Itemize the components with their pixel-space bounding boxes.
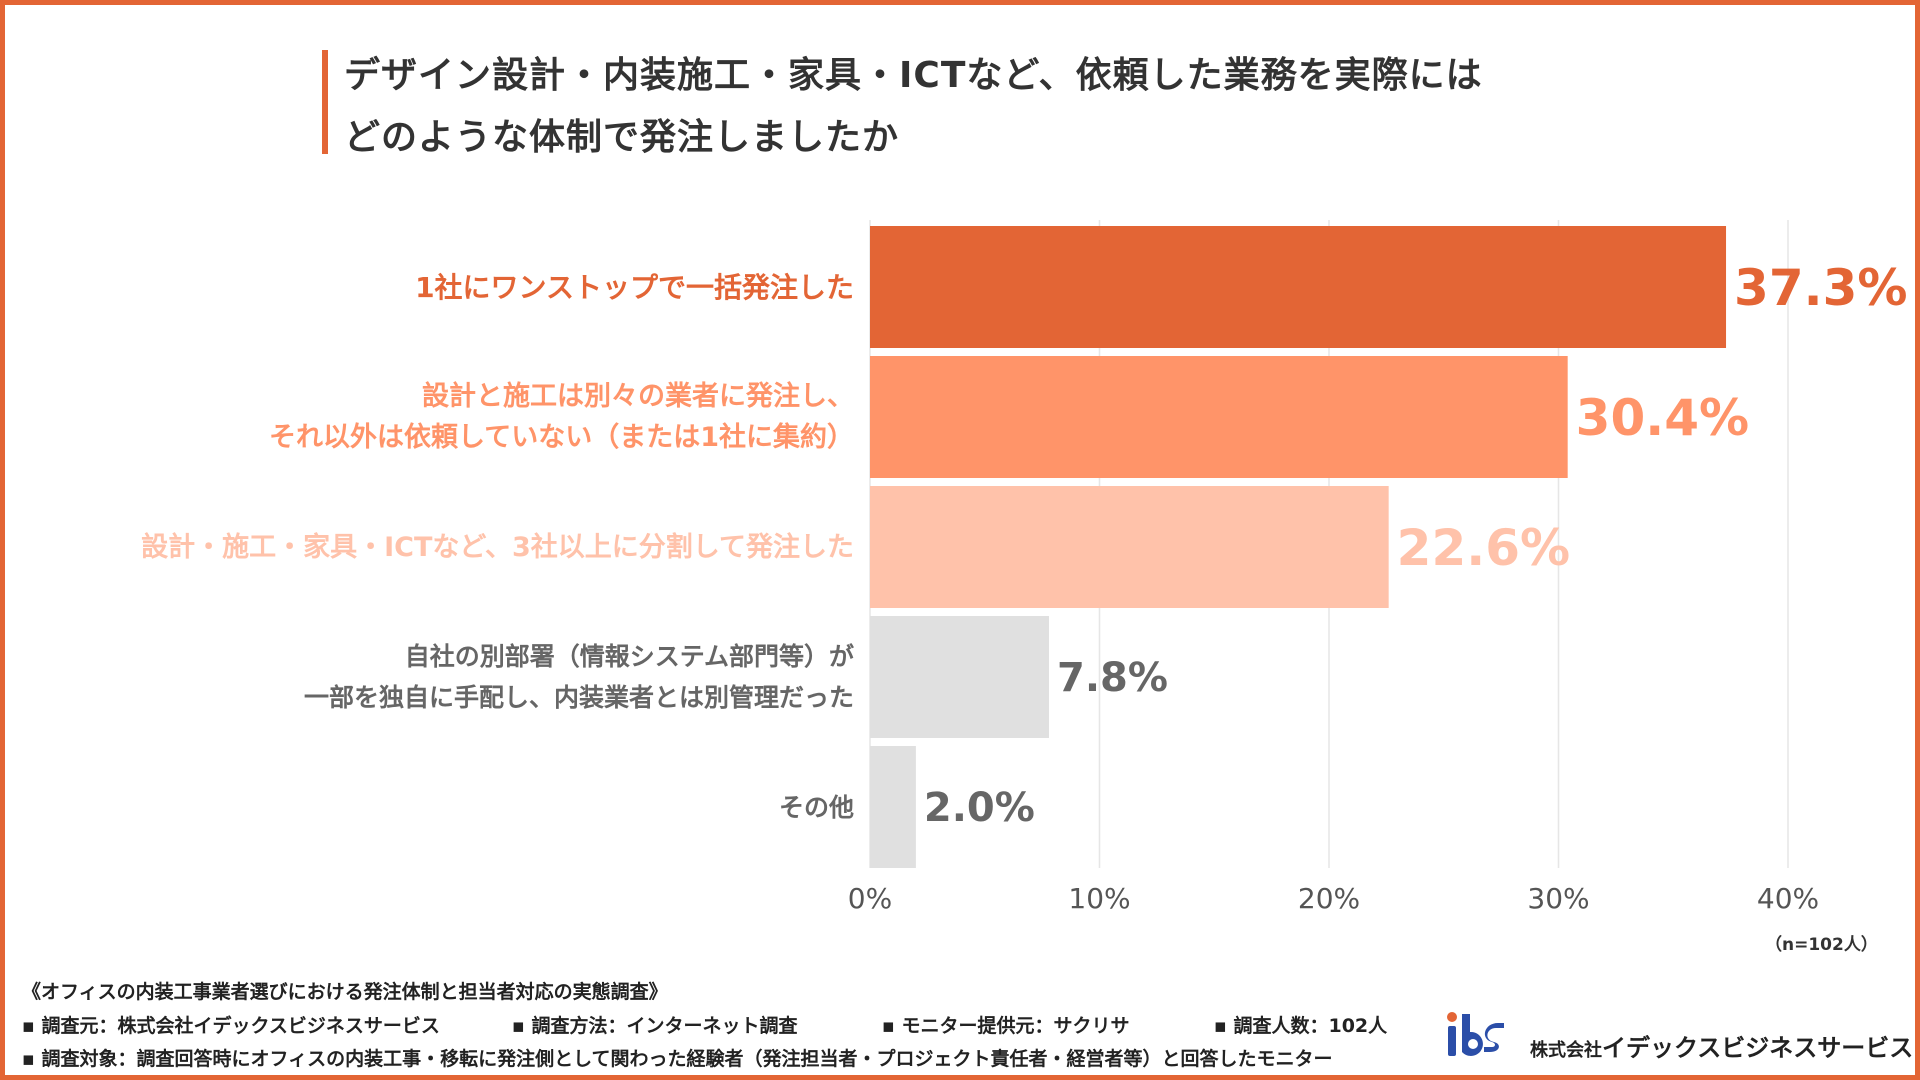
survey-meta-row: ▪ 調査元：株式会社イデックスビジネスサービス ▪ 調査方法：インターネット調査…: [22, 1011, 1422, 1037]
x-tick-label: 10%: [1068, 882, 1130, 915]
category-label: 自社の別部署（情報システム部門等）が一部を独自に手配し、内装業者とは別管理だった: [304, 636, 854, 718]
monitor-provider: ▪ モニター提供元：サクリサ: [882, 1015, 1130, 1037]
company-name: 株式会社イデックスビジネスサービス: [1530, 1028, 1913, 1063]
category-label-line: それ以外は依頼していない（または1社に集約）: [269, 422, 854, 453]
x-tick-label: 20%: [1298, 882, 1360, 915]
category-label: 設計と施工は別々の業者に発注し、それ以外は依頼していない（または1社に集約）: [269, 376, 854, 458]
title-accent-bar: [322, 50, 328, 154]
company-name-main: イデックスビジネスサービス: [1602, 1034, 1914, 1062]
value-label: 2.0%: [924, 785, 1035, 831]
x-tick-label: 40%: [1757, 882, 1819, 915]
survey-count: ▪ 調査人数：102人: [1214, 1015, 1388, 1037]
category-label-line: 一部を独自に手配し、内装業者とは別管理だった: [303, 683, 854, 712]
category-label: その他: [779, 787, 854, 828]
category-label: 設計・施工・家具・ICTなど、3社以上に分割して発注した: [141, 527, 854, 568]
chart-title-line-1: デザイン設計・内装施工・家具・ICTなど、依頼した業務を実際には: [344, 55, 1483, 96]
survey-target: ▪ 調査対象：調査回答時にオフィスの内装工事・移転に発注側として関わった経験者（…: [22, 1048, 1333, 1070]
sample-size-label: （n=102人）: [1765, 935, 1878, 955]
survey-source: ▪ 調査元：株式会社イデックスビジネスサービス: [22, 1015, 440, 1037]
bar-3: [870, 486, 1389, 608]
x-tick-label: 30%: [1527, 882, 1589, 915]
category-label-line: 1社にワンストップで一括発注した: [415, 270, 854, 304]
category-label-line: 設計と施工は別々の業者に発注し、: [422, 381, 854, 412]
chart-title-line-2: どのような体制で発注しましたか: [344, 117, 900, 158]
value-label: 30.4%: [1576, 389, 1749, 447]
bar-1: [870, 226, 1727, 348]
category-label: 1社にワンストップで一括発注した: [415, 267, 854, 308]
company-prefix: 株式会社: [1530, 1040, 1602, 1061]
value-label: 37.3%: [1734, 259, 1907, 317]
survey-title: 《オフィスの内装工事業者選びにおける発注体制と担当者対応の実態調査》: [22, 981, 668, 1003]
ibs-logo-icon: [1447, 1012, 1504, 1056]
category-label-line: 自社の別部署（情報システム部門等）が: [404, 642, 854, 671]
bar-2: [870, 356, 1568, 478]
category-label-line: 設計・施工・家具・ICTなど、3社以上に分割して発注した: [141, 531, 854, 563]
bar-4: [870, 616, 1050, 738]
value-label: 22.6%: [1397, 519, 1570, 577]
bar-5: [870, 746, 916, 868]
x-tick-label: 0%: [848, 882, 892, 915]
survey-method: ▪ 調査方法：インターネット調査: [512, 1015, 798, 1037]
value-label: 7.8%: [1057, 655, 1168, 701]
category-label-line: その他: [778, 792, 854, 822]
